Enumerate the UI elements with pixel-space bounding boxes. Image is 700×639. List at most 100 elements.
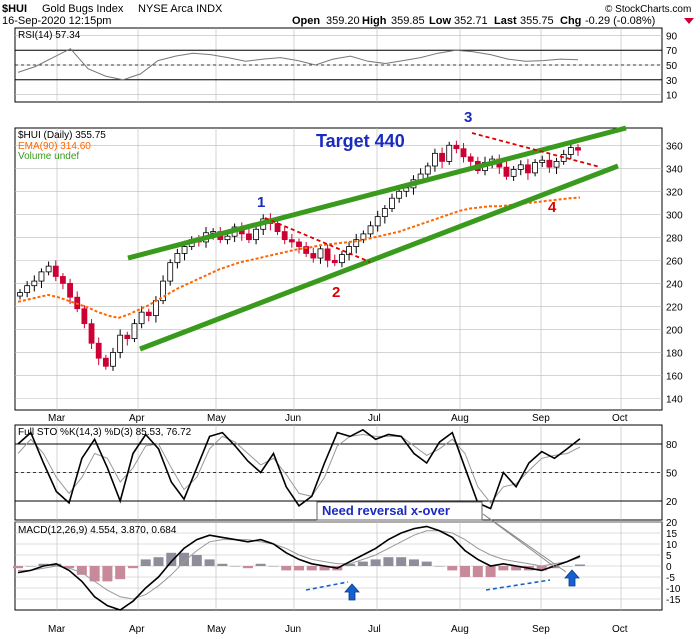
channel-lower <box>139 163 619 352</box>
candle-body <box>517 164 524 170</box>
chart-header: $HUI Gold Bugs Index NYSE Arca INDX 16-S… <box>2 3 694 27</box>
candle-body <box>296 241 302 247</box>
macd-hist-bar <box>25 566 36 567</box>
candle-body <box>288 239 295 243</box>
candle-body <box>432 152 438 167</box>
channel-upper <box>127 125 627 261</box>
macd-hist-bar <box>434 566 445 567</box>
macd-hist-bar <box>153 557 164 566</box>
up-arrow-icon <box>564 569 580 587</box>
macd-hist-bar <box>536 566 547 571</box>
macd-hist-bar <box>447 566 458 571</box>
macd-month-label-3: Jun <box>285 624 301 635</box>
low-label: Low <box>429 15 451 27</box>
macd-hist-bar <box>370 559 381 566</box>
sto-panel: 20 50 80 Full STO %K(14,3) %D(3) 85.53, 76.… <box>14 424 678 521</box>
last-value: 355.75 <box>520 15 554 27</box>
sto-d-line <box>17 433 581 504</box>
candle-body <box>167 262 174 282</box>
macd-tick-3: 0 <box>666 562 672 573</box>
month-label-2: May <box>207 413 226 424</box>
rsi-tick-3: 70 <box>666 46 678 57</box>
macd-hist-bar <box>345 563 356 566</box>
candle-body <box>346 246 352 256</box>
rsi-tick-2: 50 <box>666 61 678 72</box>
candle-body <box>324 248 331 261</box>
target-annotation: Target 440 <box>316 131 405 151</box>
macd-hist-bar <box>89 566 100 582</box>
candle-body <box>503 166 510 177</box>
macd-tick-2: -5 <box>666 573 675 584</box>
rsi-tick-0: 10 <box>666 91 678 102</box>
candle-body <box>17 292 23 297</box>
chg-label: Chg <box>560 15 581 27</box>
candle-body <box>224 235 231 241</box>
candle-body <box>145 311 152 317</box>
candle-body <box>353 239 360 247</box>
rsi-tick-4: 90 <box>666 31 678 42</box>
rsi-tick-1: 30 <box>666 76 678 87</box>
candle-body <box>31 280 38 287</box>
chg-value: -0.29 (-0.08%) <box>585 15 655 27</box>
macd-hist-bar <box>306 566 317 571</box>
macd-line <box>17 525 581 611</box>
candle-body <box>453 144 460 150</box>
candle-body <box>525 164 531 174</box>
candle-body <box>153 300 159 317</box>
macd-month-label-1: Apr <box>129 624 145 635</box>
macd-hist-bar <box>408 559 419 566</box>
candle-body <box>553 160 560 168</box>
macd-hist-bar <box>51 563 62 566</box>
macd-hist-bar <box>102 566 113 582</box>
wave-label-4: 4 <box>548 199 557 216</box>
macd-hist-bar <box>76 566 87 575</box>
wave-label-1: 1 <box>257 194 265 211</box>
resistance-line-1 <box>471 132 601 168</box>
macd-hist-bar <box>498 566 509 571</box>
rsi-legend: RSI(14) 57.34 <box>18 30 81 41</box>
candle-body <box>310 253 317 259</box>
candle-body <box>174 253 181 264</box>
candle-body <box>52 265 59 277</box>
candle-body <box>439 152 445 162</box>
macd-hist-bar <box>421 561 432 566</box>
rsi-line <box>17 48 579 81</box>
index-name: Gold Bugs Index <box>42 3 124 15</box>
month-label-0: Mar <box>48 413 66 424</box>
price-tick-2: 180 <box>666 348 683 359</box>
open-value: 359.20 <box>326 15 360 27</box>
price-tick-1: 160 <box>666 371 683 382</box>
candle-body <box>446 144 453 162</box>
candle-body <box>539 159 546 163</box>
macd-month-label-5: Aug <box>451 624 469 635</box>
month-label-3: Jun <box>285 413 301 424</box>
macd-hist-bar <box>294 566 304 571</box>
macd-tick-4: 5 <box>666 551 672 562</box>
price-tick-7: 280 <box>666 233 683 244</box>
macd-hist-bar <box>204 559 215 566</box>
month-label-7: Oct <box>612 413 628 424</box>
price-tick-9: 320 <box>666 187 683 198</box>
ema-line <box>17 196 581 319</box>
candle-body <box>367 225 374 235</box>
candle-body <box>424 165 431 175</box>
macd-tick-6: 15 <box>666 529 678 540</box>
macd-hist-bar <box>217 563 228 566</box>
candle-body <box>67 282 73 298</box>
wave-label-2: 2 <box>332 284 340 301</box>
macd-hist-bar <box>127 566 138 569</box>
macd-month-label-7: Oct <box>612 624 628 635</box>
macd-hist-bar <box>166 552 177 566</box>
sto-tick-0: 20 <box>666 497 678 508</box>
up-arrow-icon <box>344 583 360 601</box>
macd-hist-bar <box>460 566 471 577</box>
candle-body <box>124 334 131 340</box>
candle-body <box>131 323 138 340</box>
candle-body <box>360 233 367 241</box>
macd-hist-bar <box>230 566 241 567</box>
high-value: 359.85 <box>391 15 425 27</box>
candle-body <box>60 276 66 284</box>
down-arrow-icon <box>684 18 694 24</box>
price-tick-6: 260 <box>666 256 683 267</box>
